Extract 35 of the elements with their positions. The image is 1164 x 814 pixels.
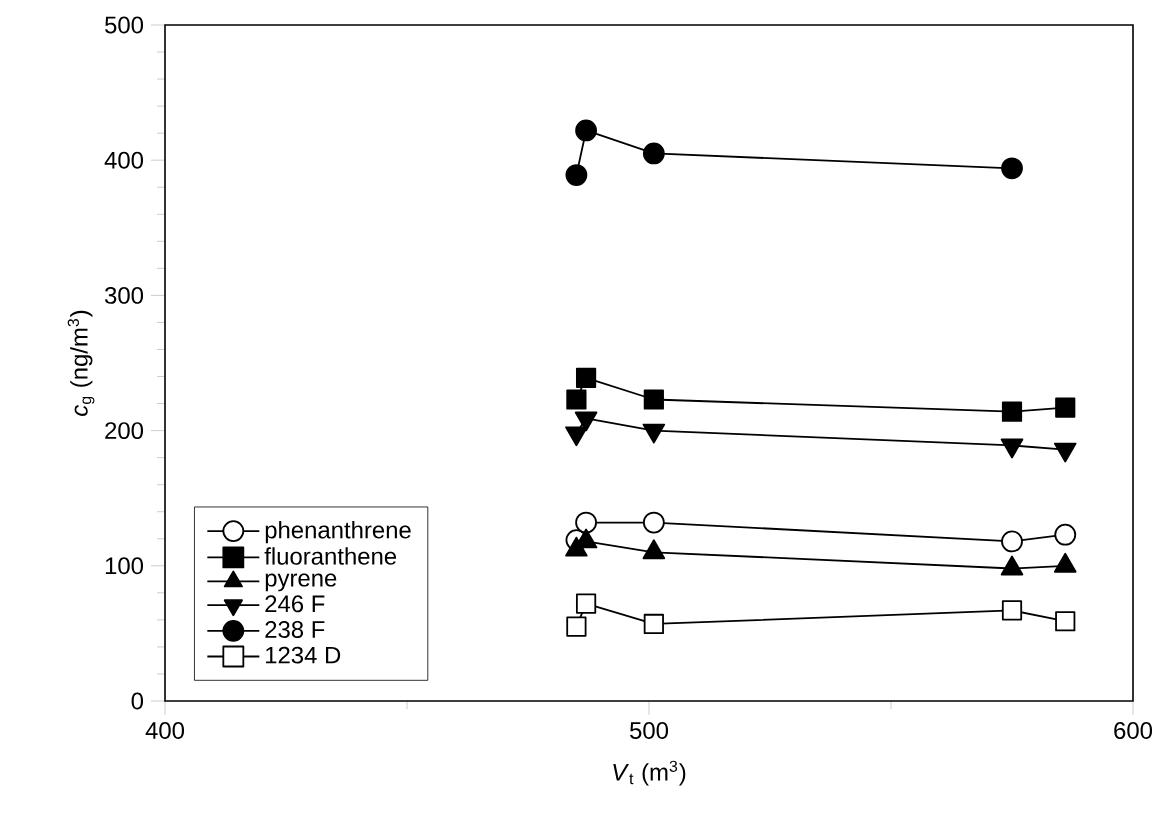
x-tick-label: 400 [145, 722, 185, 739]
y-tick-label: 400 [104, 151, 144, 169]
point [566, 616, 587, 637]
point [1001, 530, 1023, 553]
point [643, 613, 664, 635]
y-axis-title: c$_{g}$ (ng/m$^{3}$) [67, 310, 95, 416]
legend-label: 238 F [265, 621, 325, 638]
point [565, 164, 588, 186]
x-axis-title: V$_{t}$ (m$^{3}$) [613, 760, 686, 786]
x-tick-label: 500 [630, 722, 669, 739]
y-tick-label: 0 [131, 692, 144, 710]
point [575, 367, 597, 388]
legend-label: phenanthrene [265, 520, 411, 544]
point [1054, 523, 1077, 546]
y-tick-label: 300 [104, 286, 144, 304]
point [575, 511, 597, 534]
legend-label: fluoranthene [264, 547, 397, 565]
point [1055, 397, 1076, 418]
legend-label: pyrene [265, 573, 337, 592]
legend-label: 1234 D [266, 646, 341, 664]
point [643, 389, 664, 410]
point [575, 119, 597, 142]
point [1001, 157, 1023, 180]
y-tick-label: 100 [105, 557, 144, 575]
y-tick-label: 200 [105, 422, 144, 440]
y-tick-label: 500 [105, 16, 144, 34]
point [566, 389, 587, 410]
point [1055, 611, 1076, 632]
point [642, 511, 665, 534]
point [575, 593, 597, 614]
legend-label: 246 F [265, 595, 325, 613]
x-tick-label: 600 [1114, 722, 1153, 739]
point [642, 142, 665, 165]
point [1001, 600, 1023, 621]
point [1001, 401, 1023, 422]
